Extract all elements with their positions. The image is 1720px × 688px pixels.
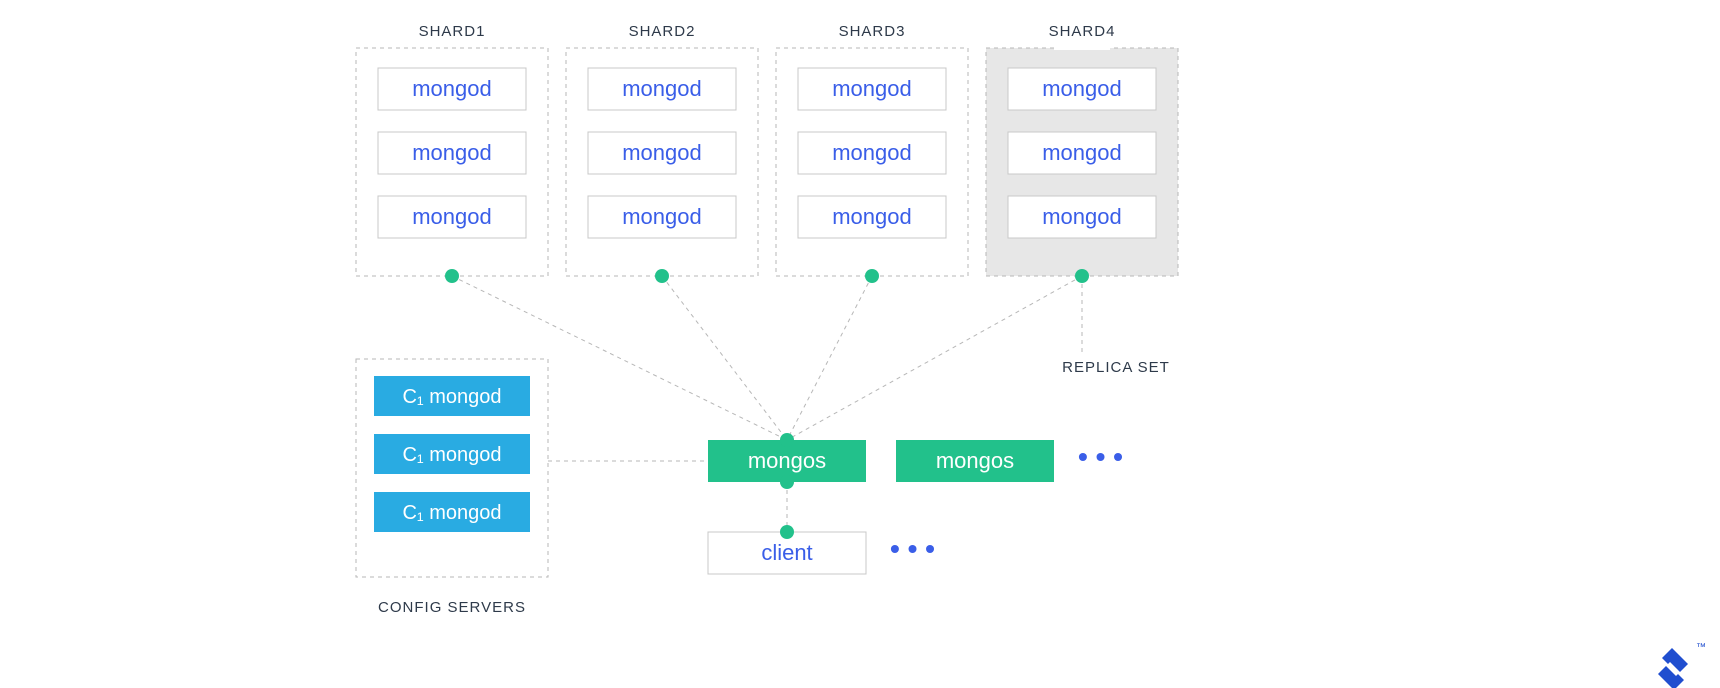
client-label: client — [761, 540, 812, 565]
connector-dot — [1075, 269, 1089, 283]
connector-dot — [655, 269, 669, 283]
mongod-label: mongod — [412, 140, 492, 165]
connector-dot — [865, 269, 879, 283]
mongod-label: mongod — [1042, 76, 1122, 101]
mongod-label: mongod — [412, 76, 492, 101]
connector-dot — [780, 475, 794, 489]
mongos-label: mongos — [936, 448, 1014, 473]
mongod-label: mongod — [832, 204, 912, 229]
mongod-label: mongod — [1042, 204, 1122, 229]
mongod-label: mongod — [412, 204, 492, 229]
ellipsis-icon: • • • — [890, 533, 935, 564]
mongod-label: mongod — [1042, 140, 1122, 165]
mongod-label: mongod — [622, 204, 702, 229]
shard-label: SHARD1 — [419, 23, 486, 40]
shard-label: SHARD2 — [629, 23, 696, 40]
mongod-label: mongod — [832, 140, 912, 165]
mongod-label: mongod — [832, 76, 912, 101]
mongod-label: mongod — [622, 76, 702, 101]
shard-notch — [1054, 46, 1110, 50]
mongos-label: mongos — [748, 448, 826, 473]
tm-label: ™ — [1696, 642, 1706, 653]
connector-dot — [780, 433, 794, 447]
config-node-label: C₁ mongod — [402, 444, 501, 466]
architecture-diagram: SHARD1 mongod mongod mongod SHARD2 mongod mong… — [0, 0, 1720, 688]
shard-label: SHARD3 — [839, 23, 906, 40]
connector-dot — [780, 525, 794, 539]
mongod-label: mongod — [622, 140, 702, 165]
connector-dot — [445, 269, 459, 283]
shard-label: SHARD4 — [1049, 23, 1116, 40]
config-caption: CONFIG SERVERS — [378, 599, 526, 616]
ellipsis-icon: • • • — [1078, 441, 1123, 472]
replica-caption: REPLICA SET — [1062, 359, 1170, 376]
config-node-label: C₁ mongod — [402, 502, 501, 524]
config-node-label: C₁ mongod — [402, 386, 501, 408]
